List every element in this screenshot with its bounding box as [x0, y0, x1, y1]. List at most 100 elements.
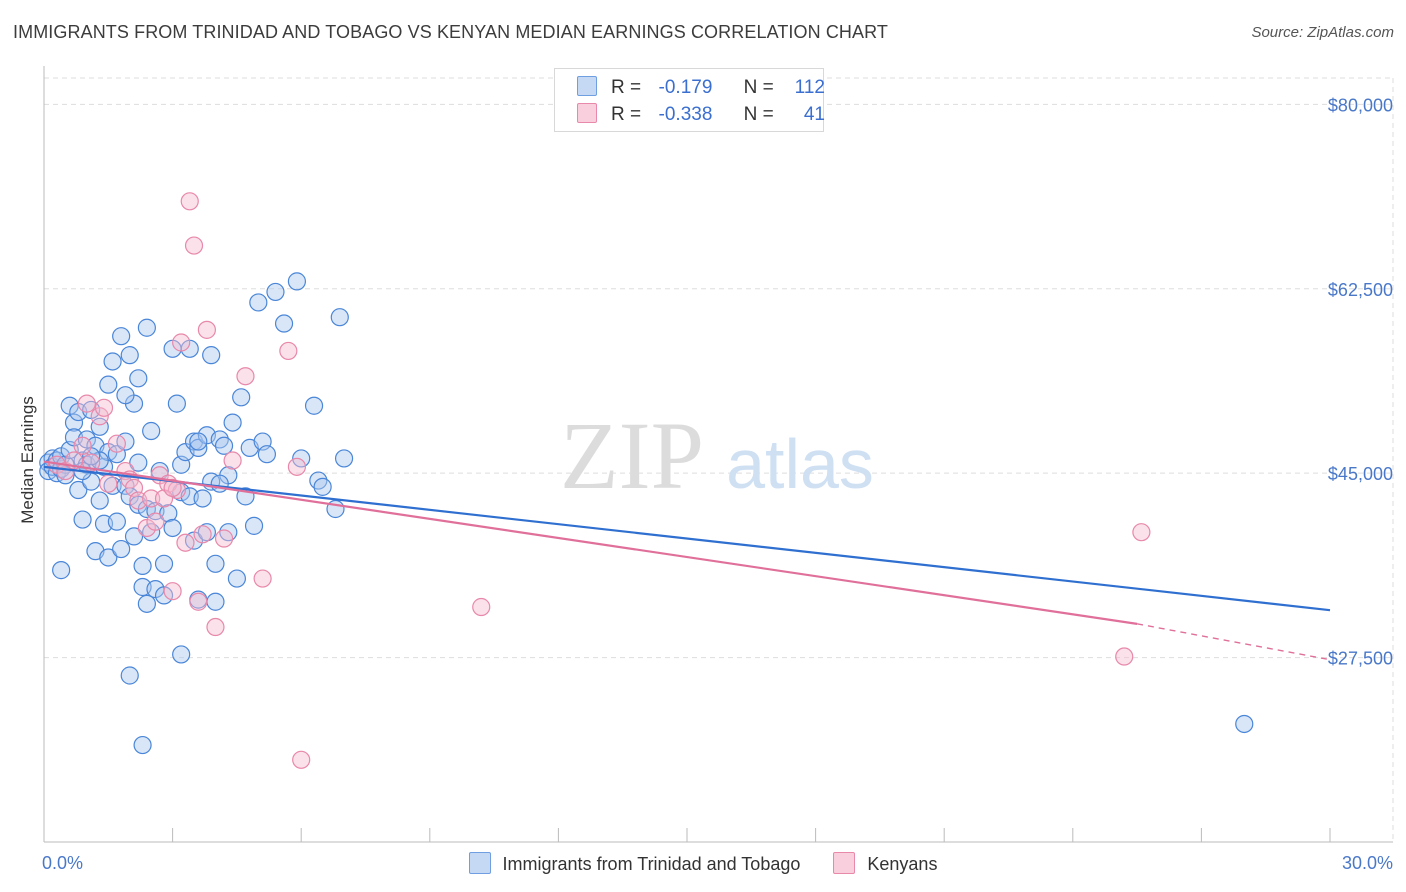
trinidad-point	[189, 432, 208, 451]
kenyan-point	[1132, 523, 1151, 542]
chart-title: IMMIGRANTS FROM TRINIDAD AND TOBAGO VS K…	[13, 22, 889, 42]
trinidad-point	[69, 480, 88, 500]
trinidad-point	[292, 449, 311, 468]
kenyan-point	[292, 750, 311, 769]
trinidad-point	[189, 438, 208, 457]
trinidad-point	[244, 516, 264, 535]
kenyan-point	[206, 617, 225, 637]
trinidad-point	[90, 491, 109, 510]
trinidad-point	[163, 518, 182, 538]
trinidad-point	[232, 388, 251, 407]
kenyan-point	[163, 478, 182, 498]
kenyan-point	[163, 582, 182, 601]
kenyan-point	[90, 407, 109, 426]
x-tick-label: 30.0%	[1342, 853, 1393, 873]
kenyan-point	[223, 451, 242, 470]
legend-item-kenyans[interactable]: Kenyans	[833, 852, 937, 875]
kenyan-point	[176, 533, 195, 552]
trinidad-point	[1235, 714, 1254, 734]
kenyan-point	[99, 474, 118, 493]
source-note: Source: ZipAtlas.com	[1251, 24, 1394, 41]
data-points	[39, 192, 1254, 769]
trinidad-point	[202, 346, 221, 365]
r-value-blue: -0.179	[658, 77, 713, 98]
kenyan-point	[236, 367, 255, 386]
blue-swatch-icon	[577, 76, 597, 96]
legend-row-blue: R = -0.179 N = 112	[577, 76, 825, 98]
trinidad-point	[64, 413, 84, 432]
watermark-zip: ZIP	[560, 402, 704, 509]
trinidad-point	[129, 453, 148, 472]
x-tick-label: 0.0%	[42, 853, 83, 873]
trinidad-point	[137, 318, 156, 337]
kenyan-point	[107, 434, 126, 453]
kenyan-point	[1115, 647, 1134, 666]
kenyan-point	[146, 512, 165, 531]
tick-labels: $27,500 $45,000 $62,500 $80,000 0.0% 30.0%	[42, 95, 1393, 873]
r-value-pink: -0.338	[658, 104, 713, 125]
trinidad-point	[266, 282, 285, 302]
pink-swatch-icon	[577, 103, 597, 123]
trinidad-point	[90, 417, 109, 436]
trinidad-point	[142, 421, 161, 441]
trinidad-point	[137, 594, 156, 613]
trinidad-point	[159, 504, 178, 523]
trinidad-point	[334, 449, 354, 468]
n-value-blue: 112	[794, 77, 825, 98]
axes	[43, 66, 1393, 843]
watermark-atlas: atlas	[726, 425, 874, 503]
trinidad-point	[287, 272, 307, 291]
trinidad-point	[107, 445, 126, 464]
trend-lines	[43, 460, 1331, 661]
trinidad-point	[99, 375, 118, 394]
trinidad-point	[124, 527, 144, 546]
legend-item-trinidad[interactable]: Immigrants from Trinidad and Tobago	[468, 852, 800, 875]
trinidad-point	[103, 352, 122, 371]
kenyan-point	[193, 525, 212, 544]
kenyan-point	[214, 529, 234, 548]
trinidad-point	[154, 586, 174, 605]
trinidad-trend-line	[43, 465, 1331, 612]
trinidad-point	[193, 489, 212, 508]
kenyan-trend-line	[43, 460, 1138, 625]
trinidad-point	[52, 561, 71, 580]
kenyan-point	[184, 236, 204, 255]
blue-swatch-icon	[468, 852, 491, 874]
trinidad-point	[172, 645, 191, 664]
trinidad-point	[112, 327, 131, 346]
trinidad-point	[116, 386, 135, 405]
kenyan-trend-extension	[1136, 623, 1331, 661]
trinidad-point	[274, 314, 294, 333]
kenyan-point	[73, 436, 92, 455]
kenyan-point	[172, 333, 191, 352]
trinidad-point	[99, 548, 118, 567]
kenyan-point	[253, 569, 272, 588]
trinidad-point	[313, 477, 332, 496]
n-value-pink: 41	[803, 104, 825, 125]
kenyan-point	[279, 341, 298, 361]
kenyan-point	[287, 457, 307, 476]
y-tick-label: $27,500	[1328, 649, 1393, 669]
y-tick-label: $62,500	[1328, 280, 1393, 300]
trinidad-point	[206, 592, 225, 611]
trinidad-point	[223, 413, 242, 432]
trinidad-point	[257, 445, 277, 464]
trinidad-point	[154, 554, 174, 573]
legend-row-pink: R = -0.338 N = 41	[577, 103, 825, 125]
kenyan-point	[77, 394, 96, 413]
trinidad-point	[120, 346, 139, 365]
kenyan-point	[180, 192, 199, 211]
trinidad-point	[249, 293, 268, 312]
kenyan-point	[142, 489, 161, 508]
trinidad-point	[206, 554, 225, 573]
kenyan-point	[472, 597, 491, 617]
kenyan-point	[189, 592, 208, 611]
trinidad-point	[167, 394, 186, 413]
trinidad-point	[214, 436, 234, 455]
trinidad-point	[107, 512, 126, 531]
trinidad-point	[112, 539, 131, 559]
trinidad-point	[73, 510, 92, 529]
gridlines	[44, 77, 1394, 842]
trinidad-point	[227, 569, 246, 588]
